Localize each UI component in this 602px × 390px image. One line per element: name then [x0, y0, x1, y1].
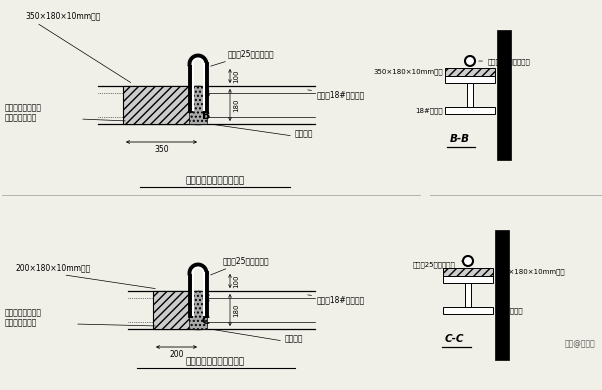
- Bar: [123, 86, 200, 124]
- Text: C: C: [202, 294, 210, 304]
- Text: 吊环（25圆钢制作）: 吊环（25圆钢制作）: [413, 261, 462, 268]
- Bar: [445, 76, 495, 83]
- Text: 拉结点与主梁连接节点图: 拉结点与主梁连接节点图: [185, 176, 244, 185]
- Text: 100: 100: [233, 69, 239, 83]
- Bar: [445, 107, 495, 114]
- Bar: [467, 83, 473, 107]
- Bar: [443, 268, 493, 276]
- Text: 180: 180: [233, 303, 239, 317]
- Text: B-B: B-B: [450, 134, 470, 144]
- Text: 双面焊接: 双面焊接: [295, 129, 314, 138]
- Text: 双面焊接: 双面焊接: [285, 334, 303, 343]
- Text: 主梁（18#工字钢）: 主梁（18#工字钢）: [308, 295, 365, 304]
- Bar: [153, 291, 200, 329]
- Text: 18#工字钢: 18#工字钢: [495, 307, 523, 314]
- Text: 350×180×10mm铁板: 350×180×10mm铁板: [25, 11, 131, 83]
- Bar: [497, 30, 511, 160]
- Text: 主梁（18#工字钢）: 主梁（18#工字钢）: [308, 90, 365, 99]
- Text: 180: 180: [233, 98, 239, 112]
- Text: 吊环（25圆钢制作）: 吊环（25圆钢制作）: [479, 58, 531, 65]
- Text: 200×180×10mm铁板: 200×180×10mm铁板: [15, 263, 155, 289]
- Text: 起吊点与主梁连接节点图: 起吊点与主梁连接节点图: [185, 357, 244, 366]
- Text: 200: 200: [169, 350, 184, 359]
- Text: C: C: [202, 316, 210, 326]
- Bar: [443, 307, 493, 314]
- Text: 350×180×10mm铁板: 350×180×10mm铁板: [495, 269, 565, 275]
- Text: 圆钢弯折至工字钢
底部并双面焊接: 圆钢弯折至工字钢 底部并双面焊接: [5, 103, 42, 123]
- Text: B: B: [202, 89, 210, 99]
- Bar: [189, 291, 207, 329]
- Bar: [189, 86, 207, 124]
- Circle shape: [463, 256, 473, 266]
- Bar: [495, 230, 509, 360]
- Text: 100: 100: [233, 274, 239, 288]
- Circle shape: [465, 56, 475, 66]
- Bar: [465, 283, 471, 307]
- Text: 头条@鲁伟强: 头条@鲁伟强: [564, 340, 595, 349]
- Text: B: B: [202, 111, 210, 121]
- Text: 吊环（25圆钢制作）: 吊环（25圆钢制作）: [211, 49, 275, 66]
- Text: 18#工字钢: 18#工字钢: [415, 107, 443, 114]
- Text: C-C: C-C: [445, 334, 465, 344]
- Text: 350×180×10mm铁板: 350×180×10mm铁板: [373, 69, 443, 75]
- Bar: [443, 276, 493, 283]
- Text: 吊环（25圆钢制作）: 吊环（25圆钢制作）: [211, 256, 270, 275]
- Bar: [445, 68, 495, 76]
- Text: 圆钢弯折至工字钢
底部开双面焊接: 圆钢弯折至工字钢 底部开双面焊接: [5, 308, 42, 328]
- Text: 350: 350: [154, 145, 169, 154]
